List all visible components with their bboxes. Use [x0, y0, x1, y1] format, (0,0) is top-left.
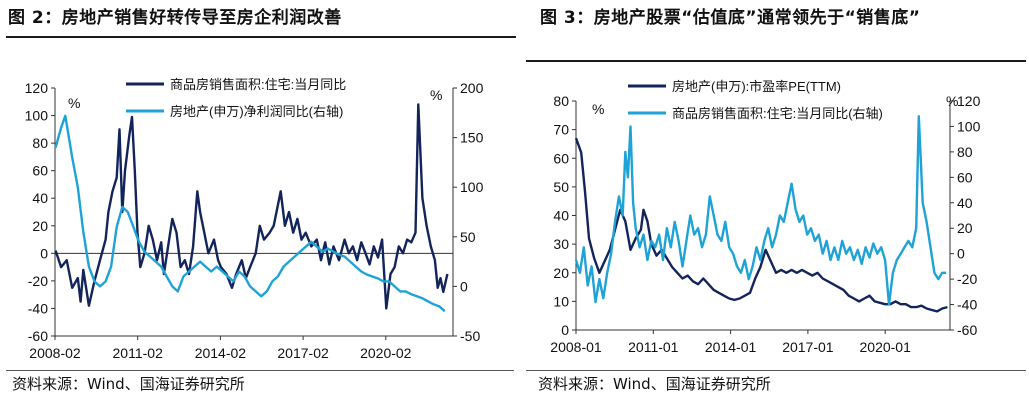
- y-tick-label-left: 10: [553, 293, 569, 309]
- y-tick-label-left: 70: [553, 122, 569, 138]
- y-tick-label-left: -40: [28, 300, 48, 316]
- y-tick-label-right: -20: [957, 271, 977, 287]
- figure-panel-left: 图 2：房地产销售好转传导至房企利润改善 120 100 80 60 40 20 0 -20-…: [0, 0, 516, 400]
- x-tick-label: 2008-02: [29, 345, 81, 361]
- source-note: 资料来源：Wind、国海证券研究所: [12, 375, 245, 393]
- title-rule: [6, 36, 516, 38]
- legend-label-2: 房地产(申万)净利润同比(右轴): [170, 104, 343, 119]
- y-tick-label-left: 0: [561, 322, 569, 338]
- panel-separator: [516, 0, 517, 400]
- y-tick-label-right: 60: [957, 169, 973, 185]
- y-tick-label-right: 20: [957, 220, 973, 236]
- y-tick-label-left: 80: [32, 135, 48, 151]
- figure-title: 图 2：房地产销售好转传导至房企利润改善: [8, 8, 342, 28]
- y-tick-label-left: 100: [25, 108, 49, 124]
- figure-panel-right: 图 3：房地产股票“估值底”通常领先于“销售底” 80 70 60 50 40 30 20 1…: [520, 0, 1029, 400]
- y-tick-label-right: 100: [460, 179, 484, 195]
- y-tick-label-right: 120: [957, 93, 981, 109]
- y-tick-label-right: -40: [957, 297, 977, 313]
- figure-title: 图 3：房地产股票“估值底”通常领先于“销售底”: [540, 8, 921, 28]
- source-note: 资料来源：Wind、国海证券研究所: [538, 375, 771, 393]
- y-tick-label-left: 0: [40, 245, 48, 261]
- y-tick-label-left: 80: [553, 93, 569, 109]
- x-tick-label: 2020-02: [360, 345, 412, 361]
- y-tick-label-right: -60: [957, 322, 977, 338]
- y-tick-label-left: 40: [553, 208, 569, 224]
- series-line-2: [574, 115, 947, 306]
- x-tick-label: 2017-02: [277, 345, 329, 361]
- y-tick-label-right: 0: [957, 246, 965, 262]
- y-tick-label-right: 200: [460, 80, 484, 96]
- bottom-rule: [6, 370, 514, 371]
- y-tick-label-right: 40: [957, 195, 973, 211]
- x-tick-label: 2020-01: [860, 339, 912, 355]
- y-tick-label-left: 60: [553, 150, 569, 166]
- y-tick-label-left: 60: [32, 163, 48, 179]
- y-tick-label-left: -20: [28, 273, 48, 289]
- left-axis-unit: %: [68, 95, 80, 111]
- x-tick-label: 2017-01: [782, 339, 834, 355]
- y-tick-label-left: 50: [553, 179, 569, 195]
- legend-label-2: 商品房销售面积:住宅:当月同比(右轴): [672, 106, 883, 121]
- y-tick-label-right: 0: [460, 278, 468, 294]
- right-axis-unit: %: [946, 93, 958, 109]
- y-tick-label-left: 30: [553, 236, 569, 252]
- y-tick-label-right: 50: [460, 229, 476, 245]
- x-tick-label: 2011-01: [628, 339, 679, 355]
- series-line-2: [54, 114, 446, 313]
- line-chart: 120100806040200-20-40-60200150100500-502…: [25, 77, 484, 361]
- title-rule: [526, 60, 1026, 62]
- x-tick-label: 2008-01: [550, 339, 602, 355]
- right-axis-unit: %: [430, 87, 442, 103]
- x-tick-label: 2014-02: [195, 345, 247, 361]
- bottom-rule: [526, 370, 1026, 371]
- y-tick-label-left: 120: [25, 80, 49, 96]
- y-tick-label-right: -50: [460, 328, 480, 344]
- series-line-1: [54, 103, 449, 310]
- y-tick-label-right: 100: [957, 118, 981, 134]
- line-chart: 80706050403020100120100806040200-20-40-6…: [550, 79, 981, 355]
- y-tick-label-left: -60: [28, 328, 48, 344]
- y-tick-label-right: 150: [460, 130, 484, 146]
- x-tick-label: 2011-02: [113, 345, 164, 361]
- x-tick-label: 2014-01: [705, 339, 757, 355]
- y-tick-label-left: 20: [553, 265, 569, 281]
- y-tick-label-left: 40: [32, 190, 48, 206]
- legend-label-1: 商品房销售面积:住宅:当月同比: [170, 77, 346, 92]
- y-tick-label-left: 20: [32, 218, 48, 234]
- y-tick-label-right: 80: [957, 144, 973, 160]
- legend-label-1: 房地产(申万):市盈率PE(TTM): [672, 79, 841, 94]
- left-axis-unit: %: [592, 101, 604, 117]
